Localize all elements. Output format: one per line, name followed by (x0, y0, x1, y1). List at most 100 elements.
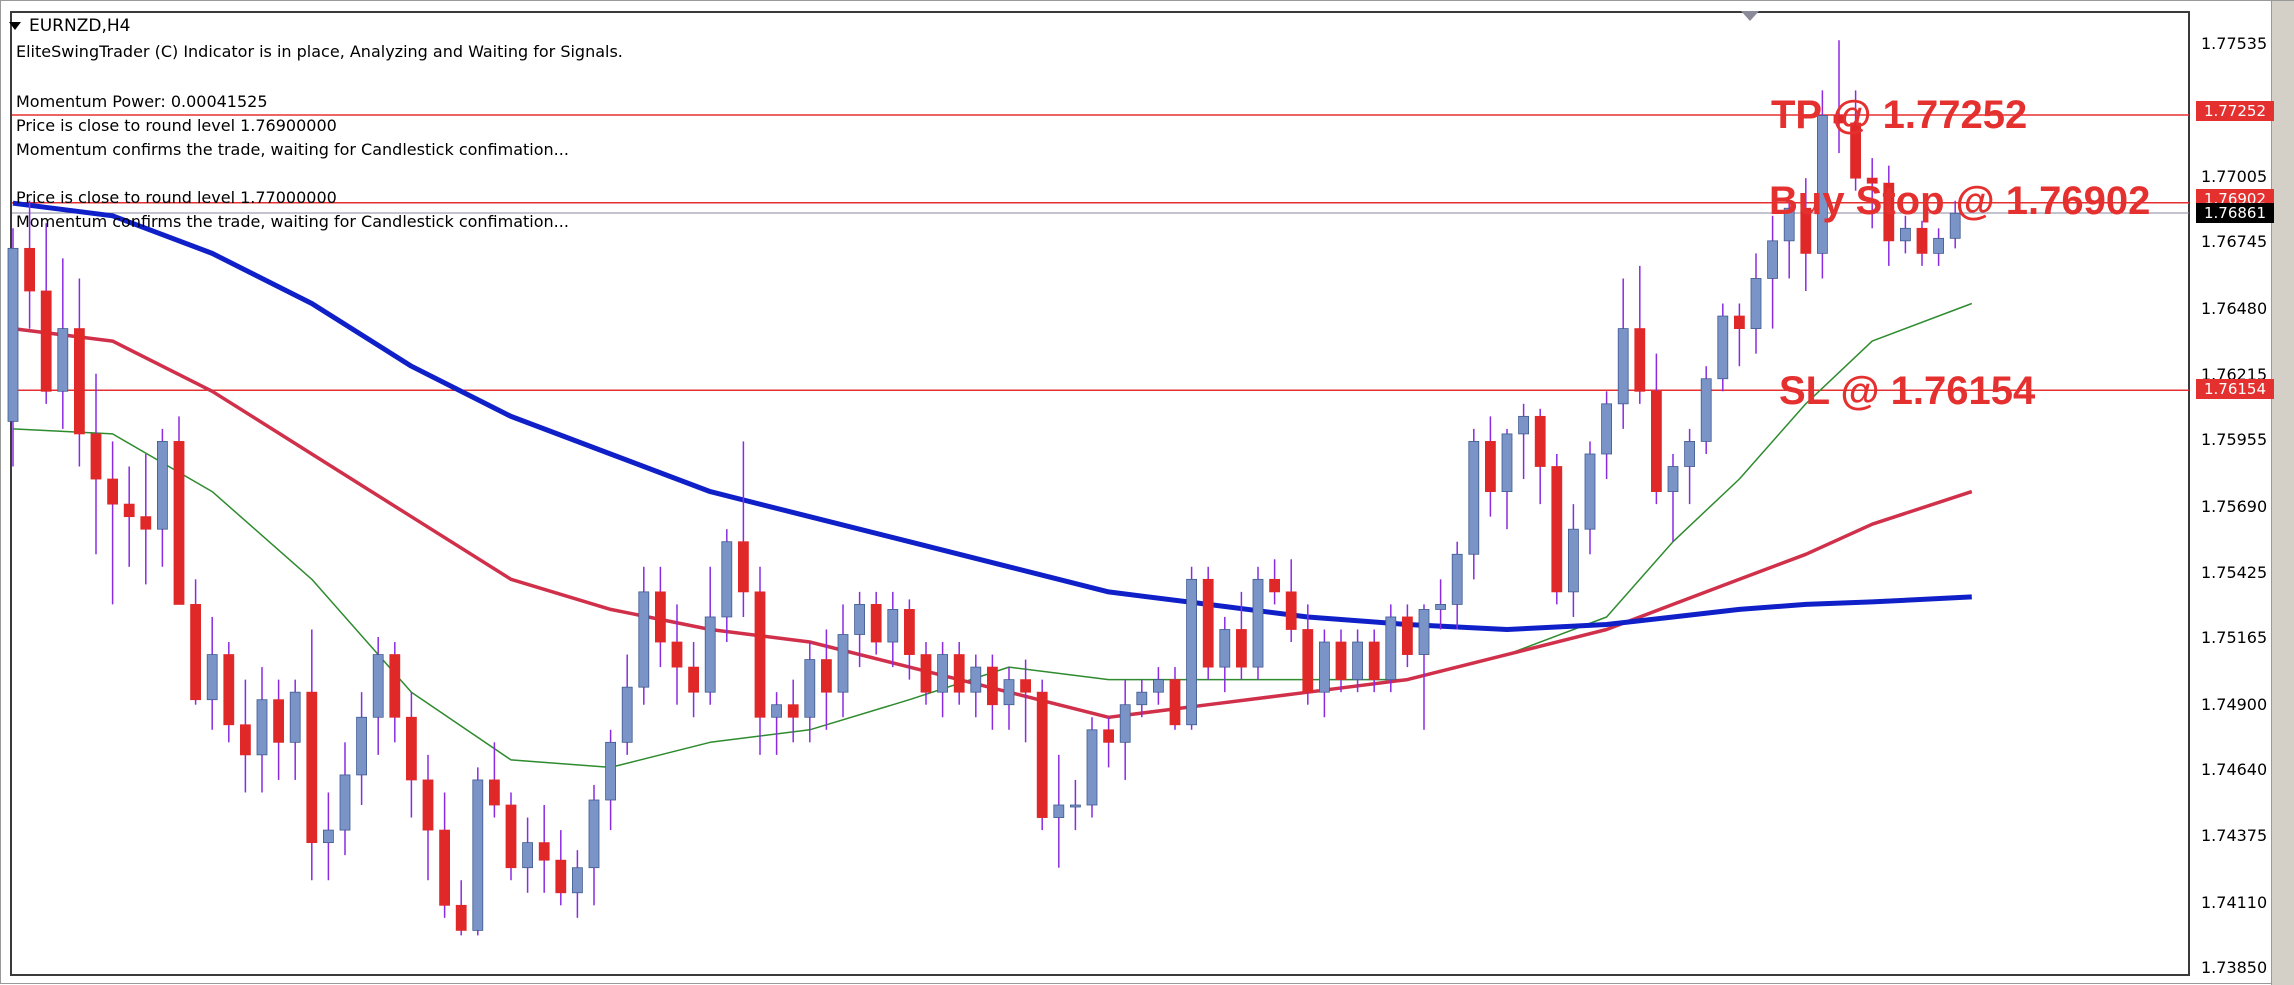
candle (1783, 203, 1795, 279)
candle (588, 784, 600, 906)
candle (1335, 629, 1347, 693)
bull-candle-body (970, 666, 982, 693)
candle (1800, 178, 1812, 291)
candle (505, 792, 517, 881)
candle (123, 466, 135, 567)
bull-candle-body (322, 829, 334, 844)
candle (1119, 679, 1131, 780)
candle (638, 566, 650, 705)
candle (74, 278, 85, 467)
candle (24, 200, 36, 329)
candle (322, 792, 334, 881)
bear-candle-body (1883, 182, 1895, 242)
bear-candle-body (987, 666, 998, 706)
bull-candle-body (1601, 403, 1612, 455)
bear-candle-body (655, 591, 666, 643)
candle (1750, 253, 1762, 354)
candle (156, 428, 168, 567)
candle (1584, 441, 1596, 555)
ma-fast-line (12, 302, 1973, 769)
bear-candle-body (1036, 691, 1048, 818)
candle (1518, 403, 1529, 480)
bear-candle-body (74, 328, 85, 435)
price-axis-tick: 1.75425 (2201, 563, 2268, 583)
candle (1352, 629, 1363, 693)
bull-candle-body (1119, 704, 1131, 743)
candle (1202, 566, 1214, 680)
candle (1485, 416, 1496, 517)
candle (339, 742, 351, 856)
bull-candle-body (57, 328, 69, 392)
ma-slow-line (12, 200, 1972, 632)
candle (738, 441, 749, 617)
bull-candle-body (1949, 212, 1961, 239)
candle (771, 692, 782, 755)
chart-menu-triangle-icon[interactable] (9, 22, 21, 30)
bull-candle-body (771, 704, 782, 718)
round-level-text-2: Price is close to round level 1.77000000 (16, 188, 337, 207)
candle (1036, 679, 1048, 831)
price-axis-tick: 1.74900 (2201, 694, 2268, 714)
price-axis-tick: 1.73850 (2201, 958, 2268, 977)
bull-candle-body (1501, 433, 1513, 492)
candle (190, 579, 202, 705)
bear-candle-body (1302, 629, 1314, 693)
bull-candle-body (1086, 729, 1098, 806)
candle (1086, 717, 1098, 818)
moving-averages-layer (12, 200, 1973, 769)
candle (140, 453, 152, 585)
candle (1551, 453, 1563, 605)
bear-candle-body (1734, 315, 1745, 329)
bear-candle-body (239, 724, 251, 756)
candle (804, 642, 816, 743)
candle (356, 692, 368, 806)
bull-candle-body (854, 604, 865, 635)
bear-candle-body (1916, 227, 1928, 254)
candle (1319, 629, 1330, 718)
candle (439, 792, 451, 918)
bull-candle-body (206, 654, 218, 701)
bull-candle-body (605, 741, 616, 801)
candle (289, 679, 301, 780)
candle (655, 566, 666, 668)
price-axis-tick: 1.75165 (2201, 628, 2268, 648)
chart-shift-marker-icon[interactable] (1741, 11, 1759, 21)
candle (572, 850, 583, 918)
candle (1900, 215, 1911, 254)
candle (538, 805, 550, 893)
bear-candle-body (555, 859, 567, 894)
price-axis-tick: 1.75955 (2201, 430, 2268, 450)
candles-layer (7, 40, 1961, 936)
candle (787, 679, 799, 743)
bull-candle-body (7, 247, 19, 422)
bull-candle-body (887, 609, 899, 643)
candle (522, 817, 533, 893)
candle (1020, 659, 1031, 743)
bear-candle-body (688, 666, 699, 693)
price-axis-tick: 1.77535 (2201, 34, 2268, 53)
candle (1368, 629, 1380, 693)
candle (273, 679, 285, 780)
bear-candle-body (1850, 122, 1861, 179)
bear-candle-body (1103, 729, 1114, 743)
tp-price-tag: 1.77252 (2196, 101, 2274, 121)
price-axis-tick: 1.75690 (2201, 496, 2268, 516)
candle (1269, 559, 1280, 605)
symbol-title: EURNZD,H4 (9, 16, 130, 36)
candle (1285, 559, 1297, 643)
candle (1302, 604, 1314, 705)
candle (1651, 353, 1662, 505)
candle (1186, 566, 1197, 730)
bear-candle-body (1236, 629, 1247, 668)
candle (405, 692, 417, 818)
plot-area[interactable] (10, 11, 2190, 976)
bear-candle-body (671, 641, 683, 668)
bear-candle-body (455, 904, 467, 931)
candle (1833, 40, 1845, 154)
bear-candle-body (738, 541, 749, 593)
bull-candle-body (1252, 578, 1264, 668)
bear-candle-body (273, 699, 285, 743)
bull-candle-body (1153, 679, 1164, 693)
